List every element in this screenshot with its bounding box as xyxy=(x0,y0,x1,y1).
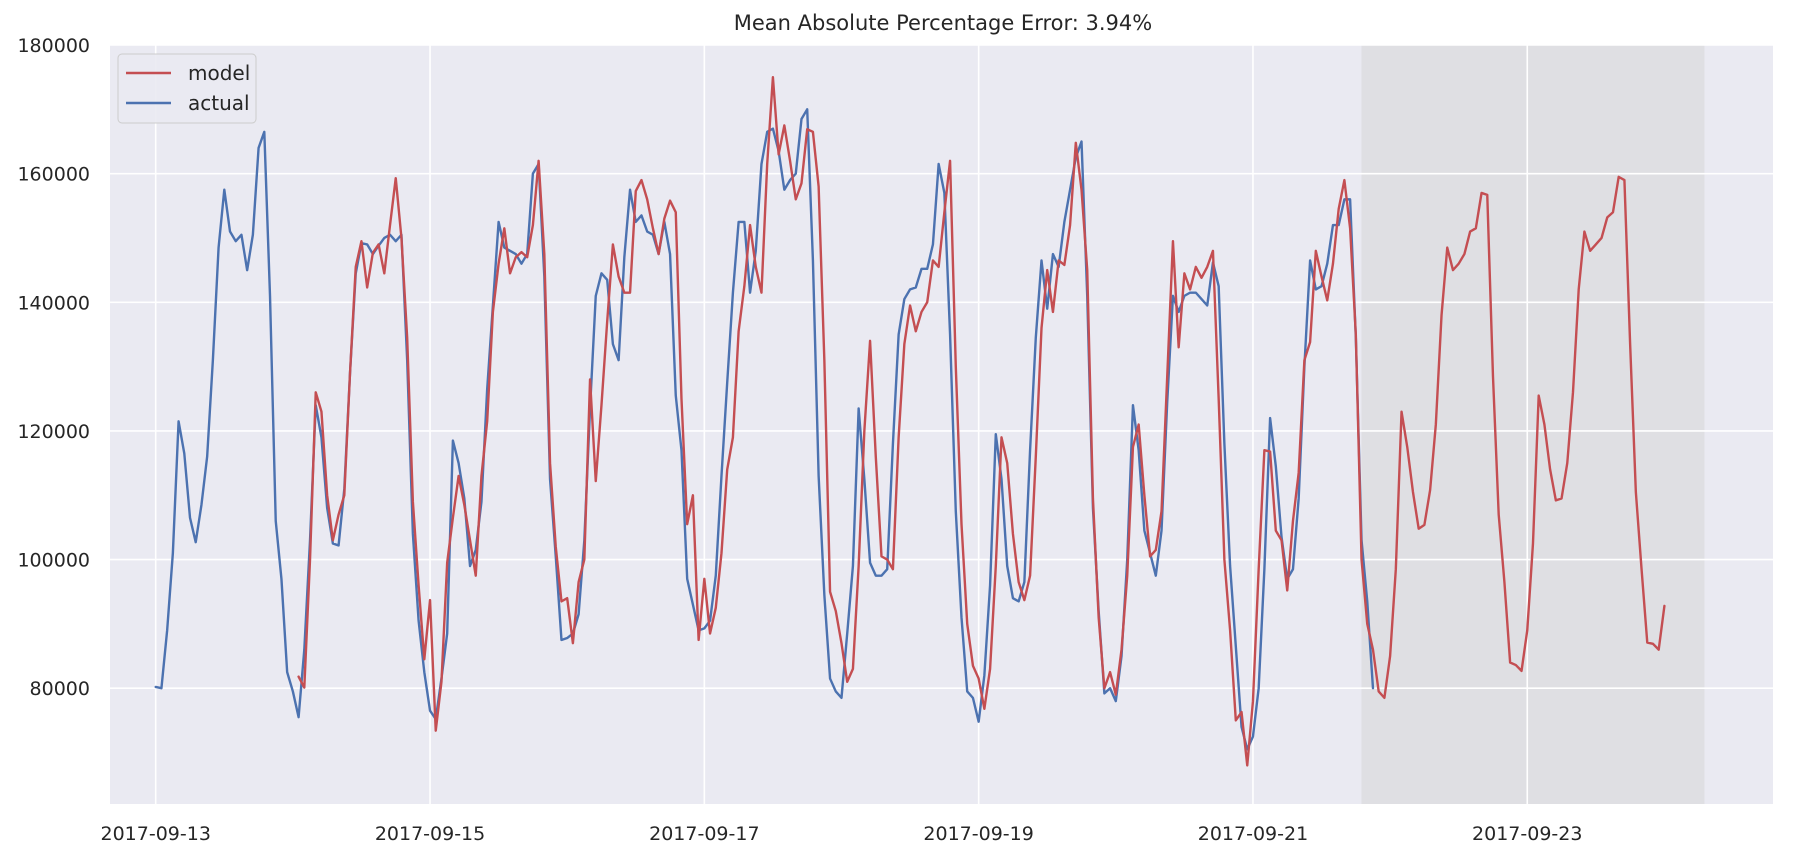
x-tick-label: 2017-09-13 xyxy=(101,823,211,845)
y-tick-label: 160000 xyxy=(17,164,90,186)
y-tick-label: 140000 xyxy=(17,292,90,314)
chart-title: Mean Absolute Percentage Error: 3.94% xyxy=(734,11,1152,35)
y-tick-label: 180000 xyxy=(17,35,90,57)
y-tick-label: 100000 xyxy=(17,550,90,572)
x-tick-label: 2017-09-15 xyxy=(375,823,485,845)
shaded-forecast-region xyxy=(1361,45,1705,804)
plot-area: 80000 100000 120000 140000 160000 180000 2017-… xyxy=(17,35,1773,845)
x-tick-label: 2017-09-23 xyxy=(1472,823,1582,845)
y-tick-label: 120000 xyxy=(17,421,90,443)
y-tick-label: 80000 xyxy=(30,678,90,700)
legend: model actual xyxy=(117,53,257,124)
x-tick-label: 2017-09-21 xyxy=(1198,823,1308,845)
legend-box xyxy=(117,53,257,124)
x-tick-label: 2017-09-19 xyxy=(923,823,1033,845)
series-line-model xyxy=(297,75,1666,767)
x-tick-label: 2017-09-17 xyxy=(649,823,759,845)
legend-label-actual: actual xyxy=(188,91,250,115)
legend-label-model: model xyxy=(188,61,250,85)
